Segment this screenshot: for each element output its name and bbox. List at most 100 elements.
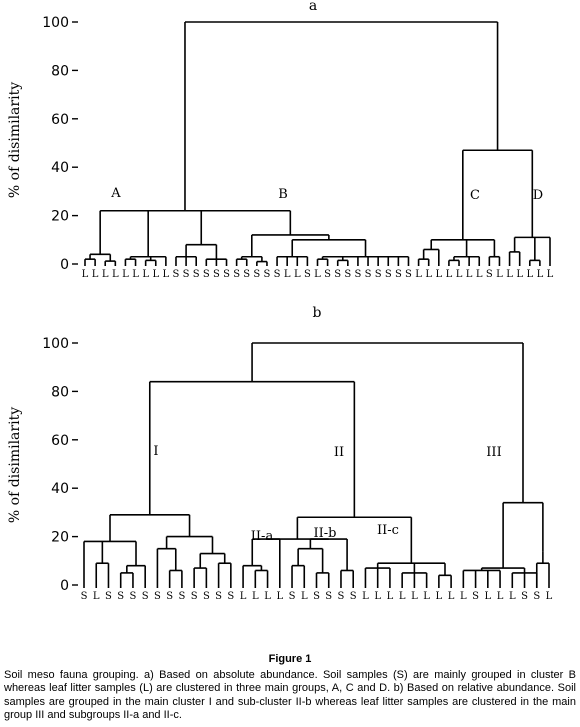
leaf-label: S bbox=[253, 269, 260, 280]
leaf-label: S bbox=[154, 591, 161, 602]
cluster-label-II-a: II-a bbox=[251, 529, 274, 544]
cluster-label-I: I bbox=[153, 444, 158, 459]
leaf-label: S bbox=[227, 591, 234, 602]
leaf-label: S bbox=[105, 591, 112, 602]
leaf-label: S bbox=[338, 591, 345, 602]
panel-a-yticks: 0 20 40 60 80 100 bbox=[42, 15, 78, 273]
leaf-label: L bbox=[546, 591, 553, 602]
panel-b-label: b bbox=[313, 305, 322, 321]
leaf-label: L bbox=[82, 269, 89, 280]
caption-text: Soil meso fauna grouping. a) Based on ab… bbox=[4, 668, 576, 722]
leaf-label: S bbox=[193, 269, 200, 280]
leaf-label: L bbox=[537, 269, 544, 280]
leaf-label: L bbox=[314, 269, 321, 280]
cluster-label-II-c: II-c bbox=[377, 523, 399, 538]
leaf-label: S bbox=[203, 591, 210, 602]
leaf-label: L bbox=[509, 591, 516, 602]
leaf-label: S bbox=[215, 591, 222, 602]
panel-b-dendrogram bbox=[83, 342, 550, 588]
leaf-label: L bbox=[284, 269, 291, 280]
leaf-label: L bbox=[466, 269, 473, 280]
leaf-label: S bbox=[233, 269, 240, 280]
leaf-label: L bbox=[547, 269, 554, 280]
ytick-label: 100 bbox=[42, 336, 69, 352]
leaf-label: L bbox=[399, 591, 406, 602]
leaf-label: S bbox=[350, 591, 357, 602]
leaf-label: L bbox=[506, 269, 513, 280]
leaf-label: L bbox=[526, 269, 533, 280]
leaf-label: S bbox=[191, 591, 198, 602]
leaf-label: L bbox=[294, 269, 301, 280]
leaf-label: L bbox=[163, 269, 170, 280]
leaf-label: L bbox=[425, 269, 432, 280]
ytick-label: 0 bbox=[60, 578, 69, 594]
leaf-label: S bbox=[166, 591, 173, 602]
cluster-label-C: C bbox=[470, 188, 480, 203]
ytick-label: 40 bbox=[51, 481, 69, 497]
cluster-label-B: B bbox=[278, 187, 288, 202]
caption-title: Figure 1 bbox=[268, 653, 312, 665]
ytick-label: 60 bbox=[51, 433, 69, 449]
leaf-label: L bbox=[152, 269, 159, 280]
panel-b-ylabel: % of disimilarity bbox=[7, 407, 23, 523]
leaf-label: S bbox=[355, 269, 362, 280]
ytick-label: 80 bbox=[51, 63, 69, 79]
leaf-label: S bbox=[203, 269, 210, 280]
leaf-label: L bbox=[102, 269, 109, 280]
leaf-label: L bbox=[496, 269, 503, 280]
leaf-label: S bbox=[375, 269, 382, 280]
leaf-label: S bbox=[173, 269, 180, 280]
panel-b-yticks: 0 20 40 60 80 100 bbox=[42, 336, 78, 594]
leaf-label: L bbox=[423, 591, 430, 602]
ytick-label: 0 bbox=[60, 257, 69, 273]
leaf-label: L bbox=[276, 591, 283, 602]
leaf-label: S bbox=[178, 591, 185, 602]
leaf-label: L bbox=[112, 269, 119, 280]
leaf-label: L bbox=[374, 591, 381, 602]
leaf-label: L bbox=[387, 591, 394, 602]
leaf-label: L bbox=[92, 269, 99, 280]
leaf-label: L bbox=[435, 269, 442, 280]
leaf-label: L bbox=[456, 269, 463, 280]
leaf-label: S bbox=[472, 591, 479, 602]
leaf-label: S bbox=[289, 591, 296, 602]
cluster-label-II: II bbox=[334, 445, 344, 460]
ytick-label: 20 bbox=[51, 209, 69, 225]
leaf-label: L bbox=[301, 591, 308, 602]
leaf-label: L bbox=[436, 591, 443, 602]
leaf-label: L bbox=[264, 591, 271, 602]
leaf-label: L bbox=[411, 591, 418, 602]
ytick-label: 20 bbox=[51, 530, 69, 546]
leaf-label: S bbox=[533, 591, 540, 602]
leaf-label: S bbox=[243, 269, 250, 280]
leaf-label: S bbox=[130, 591, 137, 602]
ytick-label: 40 bbox=[51, 160, 69, 176]
leaf-label: L bbox=[516, 269, 523, 280]
leaf-label: S bbox=[304, 269, 311, 280]
leaf-label: S bbox=[274, 269, 281, 280]
leaf-label: S bbox=[183, 269, 190, 280]
leaf-label: L bbox=[446, 269, 453, 280]
leaf-label: S bbox=[264, 269, 271, 280]
leaf-label: L bbox=[362, 591, 369, 602]
leaf-label: L bbox=[497, 591, 504, 602]
leaf-label: S bbox=[117, 591, 124, 602]
leaf-label: S bbox=[324, 269, 331, 280]
leaf-label: S bbox=[81, 591, 88, 602]
leaf-label: L bbox=[476, 269, 483, 280]
panel-a-label: a bbox=[309, 0, 317, 14]
leaf-label: L bbox=[415, 269, 422, 280]
ytick-label: 60 bbox=[51, 112, 69, 128]
leaf-label: S bbox=[213, 269, 220, 280]
leaf-label: S bbox=[223, 269, 230, 280]
leaf-label: S bbox=[344, 269, 351, 280]
leaf-label: L bbox=[142, 269, 149, 280]
figure-caption: Figure 1 Soil meso fauna grouping. a) Ba… bbox=[4, 653, 576, 723]
panel-a-dendrogram bbox=[84, 21, 551, 266]
leaf-label: L bbox=[132, 269, 139, 280]
cluster-label-D: D bbox=[533, 188, 543, 203]
